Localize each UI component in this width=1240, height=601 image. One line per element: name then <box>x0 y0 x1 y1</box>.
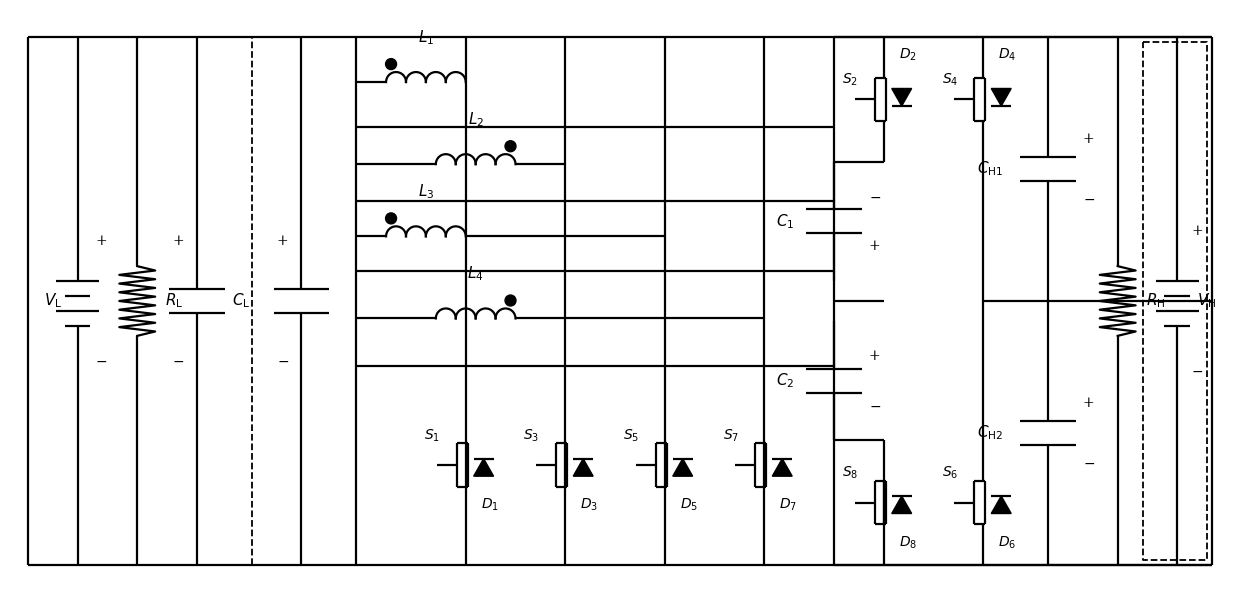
Text: $C_{\rm H2}$: $C_{\rm H2}$ <box>977 424 1003 442</box>
Text: $D_2$: $D_2$ <box>899 46 916 63</box>
Polygon shape <box>474 459 494 476</box>
Polygon shape <box>892 496 911 513</box>
Text: +: + <box>869 239 880 253</box>
Text: $S_6$: $S_6$ <box>941 465 957 481</box>
Circle shape <box>505 295 516 306</box>
Polygon shape <box>991 496 1011 513</box>
Text: +: + <box>869 349 880 363</box>
Text: +: + <box>95 234 107 248</box>
Text: $-$: $-$ <box>1192 364 1203 377</box>
Text: $C_2$: $C_2$ <box>776 371 794 390</box>
Text: $D_6$: $D_6$ <box>998 534 1017 551</box>
Text: +: + <box>172 234 184 248</box>
Text: +: + <box>277 234 288 248</box>
Text: $V_{\rm H}$: $V_{\rm H}$ <box>1198 291 1216 310</box>
Polygon shape <box>673 459 693 476</box>
Text: $-$: $-$ <box>1083 456 1095 470</box>
Text: $D_8$: $D_8$ <box>899 534 916 551</box>
Text: $C_{\rm L}$: $C_{\rm L}$ <box>232 291 250 310</box>
Text: $L_4$: $L_4$ <box>467 264 484 283</box>
Text: $D_7$: $D_7$ <box>779 497 797 513</box>
Circle shape <box>505 141 516 151</box>
Text: $-$: $-$ <box>869 398 880 412</box>
Text: $D_5$: $D_5$ <box>680 497 698 513</box>
Text: $L_2$: $L_2$ <box>467 110 484 129</box>
Text: $R_{\rm H}$: $R_{\rm H}$ <box>1146 291 1166 310</box>
Text: $S_3$: $S_3$ <box>523 427 539 444</box>
Text: $C_1$: $C_1$ <box>776 212 794 231</box>
Text: $D_4$: $D_4$ <box>998 46 1017 63</box>
Text: $R_{\rm L}$: $R_{\rm L}$ <box>165 291 184 310</box>
Text: +: + <box>1083 132 1095 146</box>
Text: $-$: $-$ <box>1083 192 1095 206</box>
Polygon shape <box>573 459 593 476</box>
Polygon shape <box>773 459 792 476</box>
Text: $S_5$: $S_5$ <box>622 427 639 444</box>
Circle shape <box>386 59 397 70</box>
Text: $L_3$: $L_3$ <box>418 182 434 201</box>
Text: $D_3$: $D_3$ <box>580 497 598 513</box>
Polygon shape <box>991 88 1011 106</box>
Text: $C_{\rm H1}$: $C_{\rm H1}$ <box>977 160 1003 178</box>
Text: $V_{\rm L}$: $V_{\rm L}$ <box>45 291 62 310</box>
Text: $-$: $-$ <box>869 189 880 204</box>
Text: $L_1$: $L_1$ <box>418 28 434 46</box>
Text: +: + <box>1192 224 1203 239</box>
Text: $-$: $-$ <box>277 354 289 368</box>
Text: +: + <box>1083 396 1095 410</box>
Text: $S_4$: $S_4$ <box>941 72 957 88</box>
Text: $S_8$: $S_8$ <box>842 465 858 481</box>
Text: $D_1$: $D_1$ <box>481 497 498 513</box>
Circle shape <box>386 213 397 224</box>
Text: $S_1$: $S_1$ <box>424 427 440 444</box>
Text: $-$: $-$ <box>95 354 108 368</box>
Text: $S_2$: $S_2$ <box>842 72 858 88</box>
Text: $S_7$: $S_7$ <box>723 427 739 444</box>
Text: $-$: $-$ <box>172 354 185 368</box>
Polygon shape <box>892 88 911 106</box>
